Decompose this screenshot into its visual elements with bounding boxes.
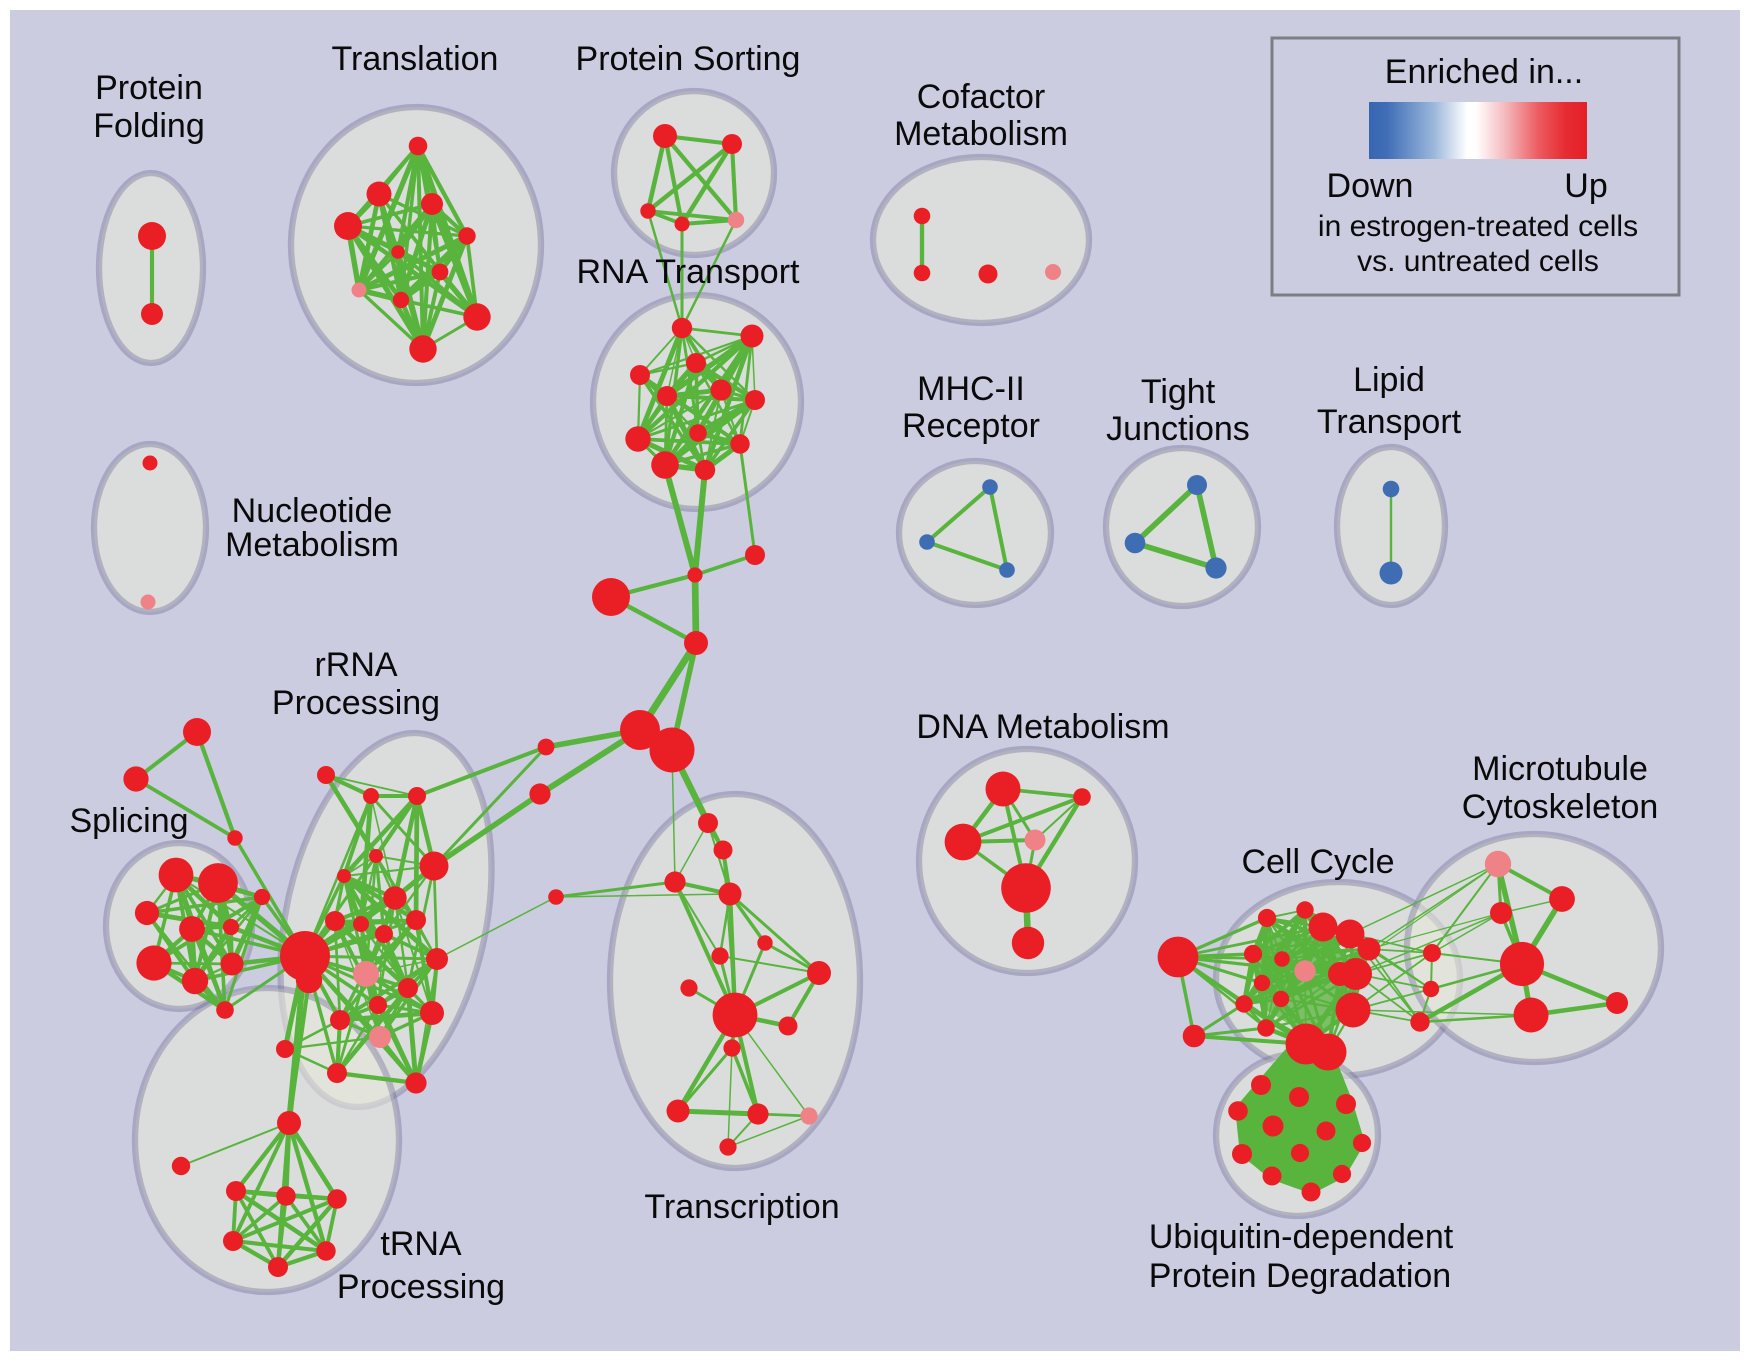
svg-text:Protein Sorting: Protein Sorting <box>576 40 801 78</box>
svg-text:rRNA: rRNA <box>314 646 397 684</box>
svg-text:Microtubule: Microtubule <box>1472 750 1648 788</box>
svg-text:Tight: Tight <box>1141 373 1216 411</box>
svg-text:Transport: Transport <box>1317 403 1462 441</box>
svg-text:Metabolism: Metabolism <box>894 115 1068 153</box>
svg-text:Transcription: Transcription <box>644 1188 839 1226</box>
svg-text:RNA Transport: RNA Transport <box>577 253 801 291</box>
svg-text:Folding: Folding <box>93 107 205 145</box>
svg-text:Down: Down <box>1327 167 1414 205</box>
svg-text:Protein: Protein <box>95 69 203 107</box>
svg-text:Protein Degradation: Protein Degradation <box>1149 1257 1451 1295</box>
svg-text:DNA Metabolism: DNA Metabolism <box>916 708 1169 746</box>
svg-text:Cytoskeleton: Cytoskeleton <box>1462 788 1659 826</box>
svg-text:Receptor: Receptor <box>902 407 1040 445</box>
svg-text:Enriched in...: Enriched in... <box>1385 53 1583 91</box>
svg-text:Processing: Processing <box>272 684 440 722</box>
svg-text:Processing: Processing <box>337 1268 505 1306</box>
svg-text:Ubiquitin-dependent: Ubiquitin-dependent <box>1149 1218 1454 1256</box>
svg-text:Cofactor: Cofactor <box>917 78 1046 116</box>
svg-text:MHC-II: MHC-II <box>917 370 1025 408</box>
svg-text:Junctions: Junctions <box>1106 410 1250 448</box>
svg-text:Nucleotide: Nucleotide <box>232 492 393 530</box>
svg-text:Lipid: Lipid <box>1353 361 1425 399</box>
svg-text:Up: Up <box>1564 167 1607 205</box>
svg-text:Translation: Translation <box>332 40 499 78</box>
svg-text:tRNA: tRNA <box>380 1225 462 1263</box>
svg-text:in estrogen-treated cells: in estrogen-treated cells <box>1318 210 1638 243</box>
svg-text:Metabolism: Metabolism <box>225 526 399 564</box>
svg-text:vs. untreated cells: vs. untreated cells <box>1357 245 1599 278</box>
svg-text:Splicing: Splicing <box>69 802 188 840</box>
svg-text:Cell Cycle: Cell Cycle <box>1241 843 1394 881</box>
